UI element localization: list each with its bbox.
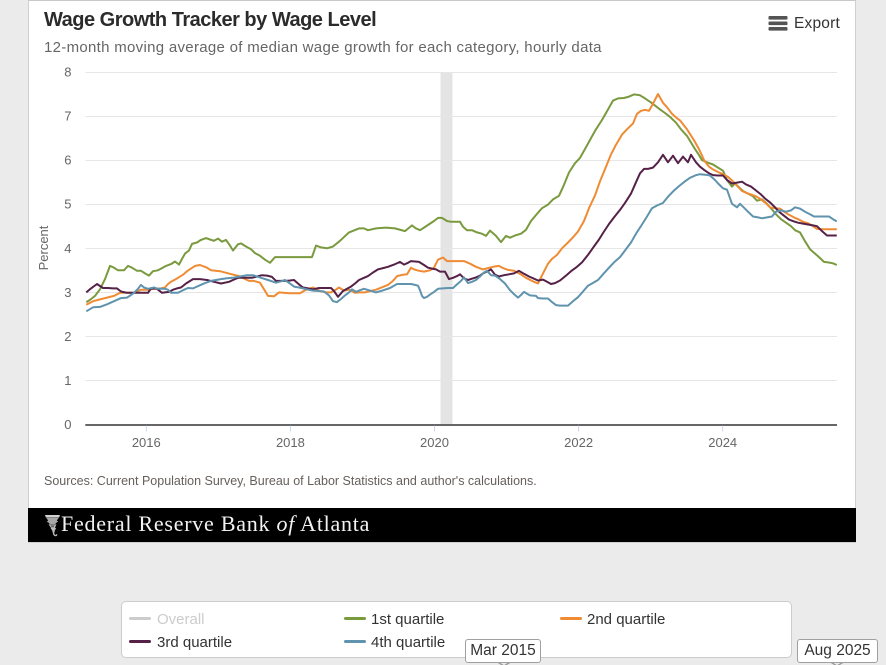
svg-text:3: 3 xyxy=(64,285,71,300)
svg-text:2: 2 xyxy=(64,329,71,344)
svg-text:2020: 2020 xyxy=(420,435,449,450)
svg-text:8: 8 xyxy=(64,65,71,80)
svg-text:2024: 2024 xyxy=(708,435,737,450)
svg-text:6: 6 xyxy=(64,153,71,168)
svg-text:5: 5 xyxy=(64,197,71,212)
svg-text:4: 4 xyxy=(64,241,71,256)
svg-text:2022: 2022 xyxy=(564,435,593,450)
svg-text:Percent: Percent xyxy=(36,225,51,270)
svg-text:0: 0 xyxy=(64,417,71,432)
svg-text:2016: 2016 xyxy=(132,435,161,450)
svg-text:2018: 2018 xyxy=(276,435,305,450)
svg-text:1: 1 xyxy=(64,373,71,388)
svg-text:7: 7 xyxy=(64,109,71,124)
